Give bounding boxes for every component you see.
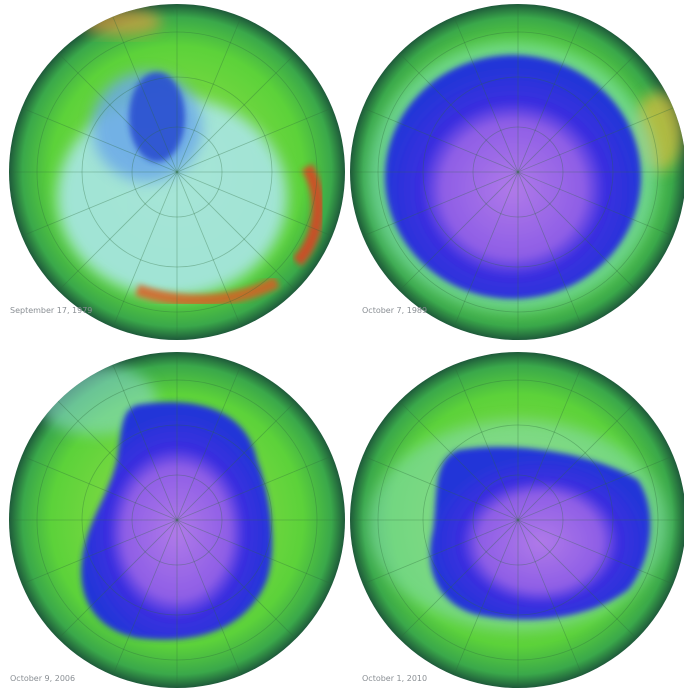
page: September 17, 1979 October 7, 1989 Octob… xyxy=(0,0,684,692)
globe xyxy=(350,4,684,340)
panel-date: October 9, 2006 xyxy=(10,674,75,683)
panel-date: October 7, 1989 xyxy=(362,306,427,315)
panel-date: October 1, 2010 xyxy=(362,674,427,683)
panel-date: September 17, 1979 xyxy=(10,306,92,315)
globe xyxy=(9,352,345,688)
globe xyxy=(9,4,345,340)
globe xyxy=(350,352,684,688)
ozone-figure: September 17, 1979 October 7, 1989 Octob… xyxy=(0,0,684,692)
